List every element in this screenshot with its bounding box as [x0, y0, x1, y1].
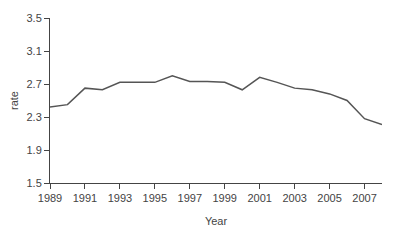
svg-text:2007: 2007 [352, 192, 376, 204]
svg-text:1.9: 1.9 [27, 144, 42, 156]
svg-text:2.7: 2.7 [27, 78, 42, 90]
svg-text:Year: Year [205, 215, 228, 227]
svg-text:1989: 1989 [38, 192, 62, 204]
svg-text:2005: 2005 [317, 192, 341, 204]
svg-text:1993: 1993 [108, 192, 132, 204]
svg-text:1999: 1999 [212, 192, 236, 204]
svg-text:1997: 1997 [178, 192, 202, 204]
svg-text:3.1: 3.1 [27, 45, 42, 57]
svg-text:1995: 1995 [143, 192, 167, 204]
svg-text:1.5: 1.5 [27, 177, 42, 189]
svg-text:rate: rate [8, 91, 20, 110]
svg-text:3.5: 3.5 [27, 12, 42, 24]
svg-text:2001: 2001 [247, 192, 271, 204]
svg-text:1991: 1991 [73, 192, 97, 204]
svg-text:2.3: 2.3 [27, 111, 42, 123]
svg-text:2003: 2003 [282, 192, 306, 204]
